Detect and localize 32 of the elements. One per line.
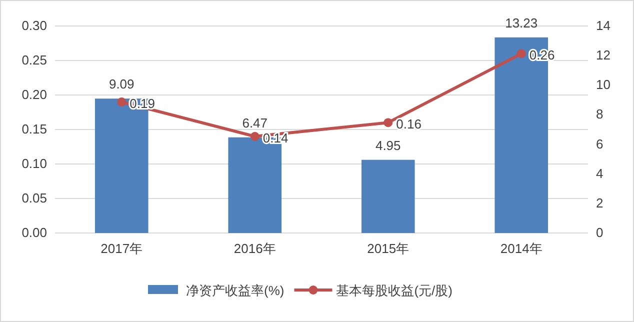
y-tick-label: 0.25 bbox=[22, 52, 47, 68]
y2-tick-label: 12 bbox=[596, 48, 610, 63]
legend-label: 基本每股收益(元/股) bbox=[336, 283, 452, 298]
x-tick-label: 2015年 bbox=[367, 241, 410, 256]
point bbox=[117, 97, 126, 106]
y2-tick-label: 14 bbox=[596, 18, 610, 33]
y-tick-label: 0.20 bbox=[22, 87, 47, 102]
y2-tick-label: 6 bbox=[596, 136, 604, 152]
y-tick-label: 0.05 bbox=[22, 190, 47, 206]
y2-tick-label: 10 bbox=[596, 77, 610, 92]
y-tick-label: 0.30 bbox=[22, 18, 47, 33]
legend-label: 净资产收益率(%) bbox=[186, 283, 284, 298]
x-tick-label: 2014年 bbox=[500, 241, 542, 256]
data-label: 9.09 bbox=[108, 76, 134, 92]
data-label: 0.14 bbox=[262, 130, 288, 146]
point bbox=[516, 49, 526, 58]
y2-tick-label: 0 bbox=[596, 225, 604, 240]
bar bbox=[361, 160, 415, 233]
data-label: 13.23 bbox=[505, 15, 538, 30]
data-label: 4.95 bbox=[375, 138, 401, 153]
x-tick-label: 2016年 bbox=[234, 241, 276, 256]
data-label: 0.16 bbox=[396, 116, 422, 132]
point bbox=[384, 118, 393, 128]
y2-tick-label: 2 bbox=[596, 195, 604, 210]
y-tick-label: 0.00 bbox=[22, 225, 47, 240]
y-tick-label: 0.15 bbox=[22, 122, 47, 136]
y-tick-label: 0.10 bbox=[22, 156, 47, 171]
x-tick-label: 2017年 bbox=[100, 241, 143, 256]
y2-tick-label: 4 bbox=[596, 166, 604, 181]
data-label: 6.47 bbox=[242, 115, 268, 130]
y2-tick-label: 8 bbox=[596, 106, 604, 122]
point bbox=[250, 132, 260, 141]
